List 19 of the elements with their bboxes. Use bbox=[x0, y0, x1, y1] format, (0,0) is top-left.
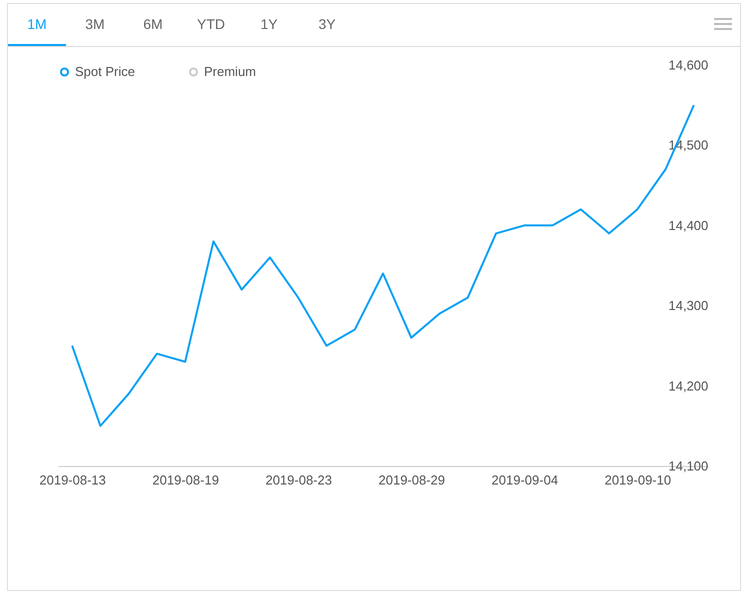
text: 3Y bbox=[317, 16, 337, 32]
text: 3M bbox=[84, 16, 106, 32]
y-tick-label: 14,100 bbox=[668, 458, 708, 474]
x-tick-label: 2019-08-13 bbox=[39, 472, 106, 488]
x-tick-label: 2019-09-04 bbox=[492, 472, 558, 488]
y-tick-label: 14,600 bbox=[668, 58, 708, 72]
text: 1M bbox=[8, 16, 66, 46]
x-tick-label: 2019-08-19 bbox=[152, 472, 219, 488]
y-tick-label: 14,200 bbox=[668, 378, 708, 394]
text: YTD bbox=[196, 16, 226, 32]
text: 6M bbox=[142, 16, 164, 32]
legend-label: Spot Price bbox=[75, 64, 135, 79]
y-tick-label: 14,400 bbox=[668, 218, 708, 233]
legend-label: Premium bbox=[204, 64, 256, 79]
x-tick-label: 2019-08-23 bbox=[265, 472, 332, 488]
y-tick-label: 14,300 bbox=[668, 298, 708, 314]
x-tick-label: 2019-09-10 bbox=[604, 472, 672, 488]
text: 1Y bbox=[259, 16, 279, 32]
x-tick-label: 2019-08-29 bbox=[378, 472, 446, 488]
